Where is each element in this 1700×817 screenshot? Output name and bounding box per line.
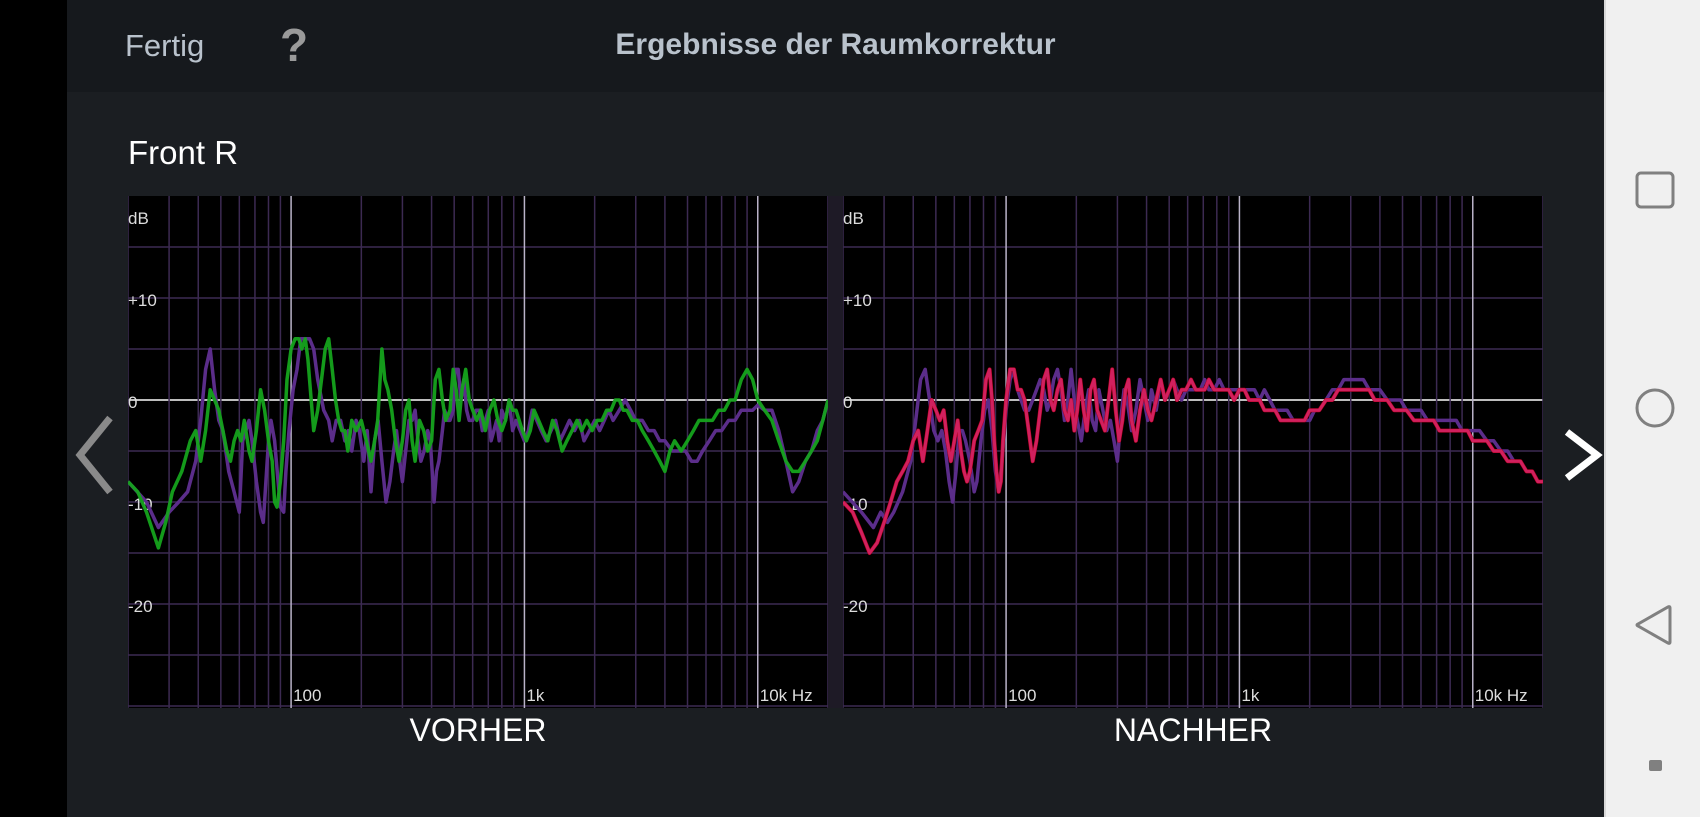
- svg-text:-20: -20: [843, 597, 868, 616]
- chevron-right-icon: [1564, 429, 1603, 481]
- channel-prefix: Front: [128, 134, 215, 171]
- chart-label-before: VORHER: [409, 712, 547, 748]
- square-icon: [1635, 171, 1675, 209]
- svg-text:1k: 1k: [1241, 686, 1259, 705]
- chart-before: dB +10 0 -10 -20 100 1k 10k Hz: [128, 196, 828, 708]
- svg-text:+10: +10: [843, 291, 872, 310]
- svg-text:0: 0: [843, 393, 852, 412]
- app-window: Fertig ? Ergebnisse der Raumkorrektur Fr…: [67, 0, 1604, 817]
- triangle-back-icon: [1635, 605, 1672, 645]
- svg-text:dB: dB: [843, 209, 864, 228]
- channel-title: Front R: [128, 134, 238, 172]
- chart-label-after: NACHHER: [1113, 712, 1273, 748]
- svg-text:100: 100: [1008, 686, 1036, 705]
- chart-after: dB +10 0 -10 -20 100 1k 10k Hz: [843, 196, 1543, 708]
- chevron-left-icon: [75, 415, 113, 495]
- back-button[interactable]: [1634, 604, 1676, 646]
- previous-channel-button[interactable]: [72, 410, 122, 500]
- circle-icon: [1635, 388, 1675, 428]
- svg-text:0: 0: [128, 393, 137, 412]
- page-title: Ergebnisse der Raumkorrektur: [615, 28, 1056, 61]
- header-bar: Fertig ? Ergebnisse der Raumkorrektur: [67, 0, 1604, 92]
- chart-divider: [828, 196, 843, 708]
- svg-text:dB: dB: [128, 209, 149, 228]
- svg-text:100: 100: [293, 686, 321, 705]
- svg-text:-20: -20: [128, 597, 153, 616]
- android-nav-bar: [1604, 0, 1700, 817]
- svg-text:10k Hz: 10k Hz: [1475, 686, 1528, 705]
- channel-letter: R: [214, 134, 239, 171]
- svg-text:+10: +10: [128, 291, 157, 310]
- help-button[interactable]: ?: [280, 19, 309, 71]
- nav-indicator: [1649, 760, 1662, 771]
- home-button[interactable]: [1634, 387, 1676, 429]
- svg-text:1k: 1k: [526, 686, 544, 705]
- done-button[interactable]: Fertig: [125, 28, 205, 63]
- next-channel-button[interactable]: [1555, 410, 1605, 500]
- recents-button[interactable]: [1634, 170, 1676, 212]
- svg-text:10k Hz: 10k Hz: [760, 686, 813, 705]
